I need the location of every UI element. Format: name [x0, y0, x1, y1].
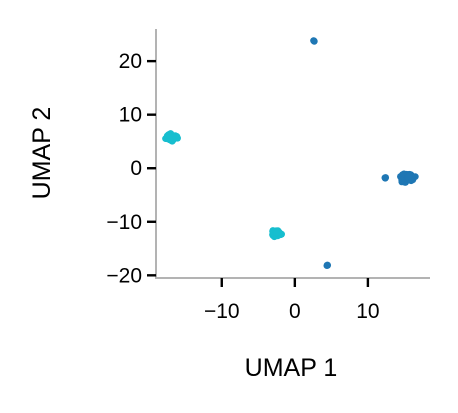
y-axis-title: UMAP 2: [28, 107, 56, 200]
data-point: [165, 131, 172, 139]
data-point: [323, 261, 331, 269]
y-tick-label: 0: [130, 157, 142, 180]
points-layer: [162, 37, 419, 269]
ticks-layer: −10 0 10 20 10 0 −10 −20: [106, 50, 379, 323]
data-point: [310, 37, 318, 45]
y-tick-label: 20: [119, 50, 142, 73]
data-point: [382, 174, 390, 181]
data-point: [273, 228, 281, 236]
y-tick-label: −20: [106, 264, 142, 287]
x-tick-label: −10: [204, 300, 240, 323]
x-axis-title: UMAP 1: [245, 354, 338, 382]
x-tick-label: 10: [356, 300, 379, 323]
y-tick-label: 10: [119, 104, 142, 127]
data-point: [405, 172, 413, 180]
y-tick-label: −10: [106, 211, 142, 234]
x-tick-label: 0: [289, 300, 301, 323]
